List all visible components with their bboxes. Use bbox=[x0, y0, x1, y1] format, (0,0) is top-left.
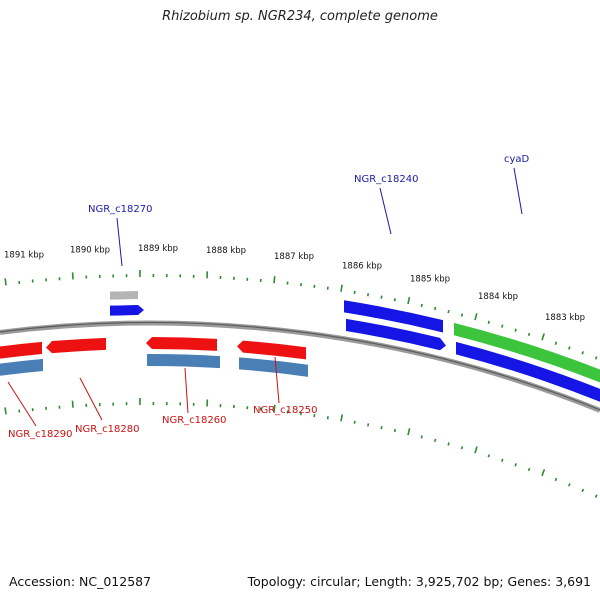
gene-label-ngr-c18260[interactable]: NGR_c18260 bbox=[162, 415, 227, 426]
outer-scale-tick bbox=[541, 333, 545, 341]
inner-scale-tick bbox=[393, 428, 397, 433]
inner-scale-tick bbox=[434, 438, 437, 443]
gene-arrow-ngr-c18270[interactable] bbox=[110, 305, 144, 316]
inner-scale-tick bbox=[326, 416, 329, 420]
outer-scale-tick bbox=[460, 313, 464, 317]
inner-scale-tick bbox=[514, 463, 517, 467]
inner-scale-tick bbox=[273, 404, 276, 412]
outer-scale-tick bbox=[420, 303, 423, 308]
inner-scale-tick bbox=[420, 435, 423, 439]
outer-scale-tick bbox=[501, 324, 504, 328]
gene-arrow-ngr-c18260[interactable] bbox=[146, 337, 217, 351]
outer-scale-tick bbox=[594, 356, 598, 360]
cds-ngr-c18260[interactable] bbox=[147, 354, 220, 369]
outer-scale-tick bbox=[434, 306, 437, 311]
scale-label-4: 1887 kbp bbox=[274, 252, 314, 262]
inner-scale-tick bbox=[460, 446, 464, 450]
scale-label-3: 1888 kbp bbox=[206, 246, 246, 256]
gene-label-ngr-c18250-leader bbox=[274, 356, 280, 404]
outer-scale-tick bbox=[581, 351, 584, 355]
inner-scale-tick bbox=[71, 400, 74, 408]
scale-label-5: 1886 kbp bbox=[342, 261, 382, 271]
outer-scale-tick bbox=[407, 296, 411, 305]
accession-label: Accession: NC_012587 bbox=[9, 574, 152, 589]
inner-scale-tick bbox=[4, 407, 7, 415]
outer-scale-tick bbox=[487, 320, 490, 325]
outer-scale-tick bbox=[273, 276, 276, 284]
gene-label-cyad[interactable]: cyaD bbox=[504, 154, 530, 165]
gene-arrow-ngr-c18280[interactable] bbox=[46, 337, 106, 354]
cds-ngr-c18290[interactable] bbox=[0, 358, 43, 376]
inner-scale-tick bbox=[554, 477, 558, 482]
gene-label-ngr-c18260-leader bbox=[184, 367, 189, 414]
outer-scale-tick bbox=[514, 328, 517, 332]
gene-label-ngr-c18280[interactable]: NGR_c18280 bbox=[75, 424, 140, 435]
inner-scale-tick bbox=[527, 467, 531, 472]
inner-scale-tick bbox=[353, 420, 356, 424]
gene-arrow-cyad[interactable] bbox=[456, 341, 600, 402]
gene-label-ngr-c18280-leader bbox=[79, 377, 103, 421]
gene-label-ngr-c18290-leader bbox=[7, 381, 37, 427]
cds-ngr-c18250[interactable] bbox=[239, 357, 308, 377]
inner-scale-tick bbox=[474, 446, 478, 454]
inner-scale-tick bbox=[340, 414, 343, 422]
gene-arrow-ngr-c18240[interactable] bbox=[346, 318, 446, 351]
outer-scale-tick bbox=[568, 346, 571, 350]
cds-cyad[interactable] bbox=[454, 322, 600, 383]
gene-label-ngr-c18270[interactable]: NGR_c18270 bbox=[88, 204, 153, 215]
inner-scale-tick bbox=[501, 458, 504, 462]
gene-arrow-ngr-c18290[interactable] bbox=[0, 341, 42, 359]
scale-label-1: 1890 kbp bbox=[70, 246, 110, 256]
outer-scale-tick bbox=[474, 313, 478, 321]
outer-scale-tick bbox=[380, 295, 383, 299]
outer-scale-tick bbox=[527, 332, 531, 337]
gene-label-ngr-c18240[interactable]: NGR_c18240 bbox=[354, 174, 419, 185]
gene-label-ngr-c18290[interactable]: NGR_c18290 bbox=[8, 429, 73, 440]
inner-scale-tick bbox=[367, 423, 370, 427]
gene-label-ngr-c18250[interactable]: NGR_c18250 bbox=[253, 405, 318, 416]
gene-arrow-ngr-c18250[interactable] bbox=[237, 340, 306, 360]
outer-scale-tick bbox=[447, 310, 450, 314]
gene-label-ngr-c18240-leader bbox=[379, 187, 392, 235]
scale-label-7: 1884 kbp bbox=[478, 292, 518, 302]
scale-label-8: 1883 kbp bbox=[545, 313, 585, 323]
genome-summary: Topology: circular; Length: 3,925,702 bp… bbox=[247, 574, 591, 589]
inner-scale-tick bbox=[380, 426, 383, 430]
gene-label-ngr-c18270-leader bbox=[116, 217, 123, 267]
inner-scale-tick bbox=[407, 428, 411, 436]
inner-scale-tick bbox=[594, 494, 598, 498]
outer-scale-tick bbox=[353, 290, 356, 295]
outer-scale-tick bbox=[554, 341, 558, 345]
cds-ngr-c18240[interactable] bbox=[344, 300, 443, 333]
scale-label-0: 1891 kbp bbox=[4, 250, 44, 260]
outer-scale-tick bbox=[393, 298, 396, 302]
inner-scale-tick bbox=[447, 442, 450, 446]
genome-title: Rhizobium sp. NGR234, complete genome bbox=[162, 9, 438, 24]
outer-scale-tick bbox=[4, 278, 7, 286]
inner-scale-tick bbox=[581, 488, 585, 493]
inner-scale-tick bbox=[568, 483, 571, 487]
inner-scale-tick bbox=[487, 454, 491, 458]
inner-scale-tick bbox=[541, 469, 546, 477]
gene-feature-ngr-c18270-pseudo[interactable] bbox=[110, 291, 138, 300]
scale-label-6: 1885 kbp bbox=[410, 275, 450, 285]
genome-backbone-core bbox=[0, 321, 600, 411]
outer-scale-tick bbox=[340, 284, 343, 292]
outer-scale-tick bbox=[367, 293, 370, 297]
scale-label-2: 1889 kbp bbox=[138, 244, 178, 254]
gene-label-cyad-leader bbox=[513, 167, 523, 215]
